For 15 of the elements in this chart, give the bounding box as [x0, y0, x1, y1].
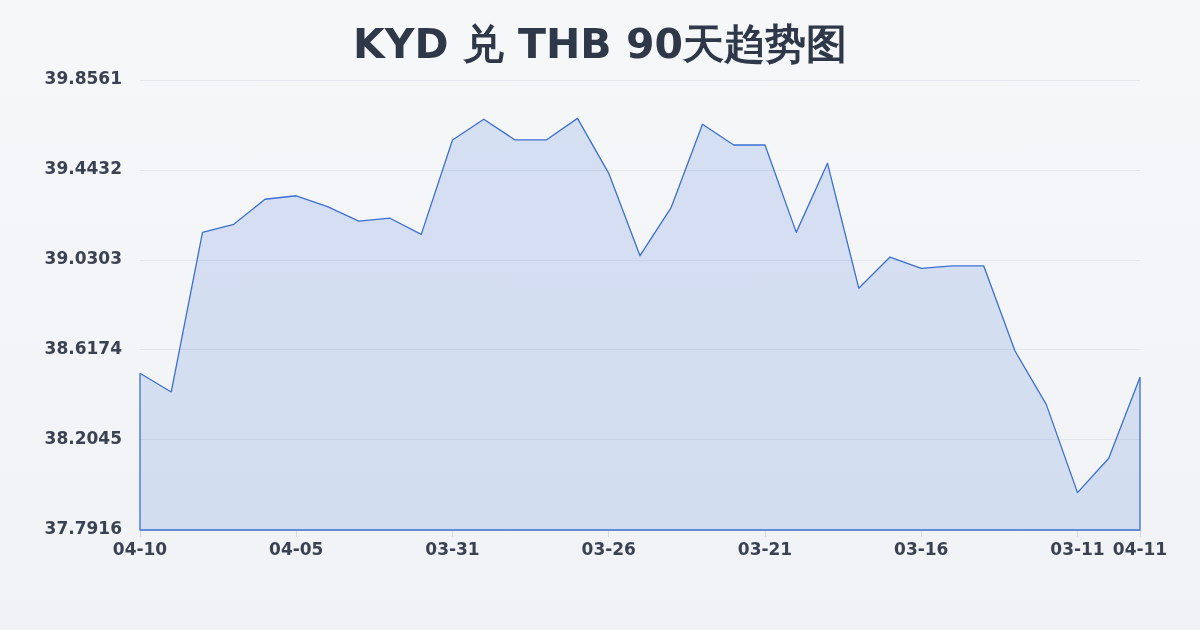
y-tick-label: 37.7916: [44, 518, 122, 539]
x-tick-label: 03-11: [1050, 538, 1105, 559]
y-tick-label: 38.6174: [44, 338, 123, 359]
x-tick-label: 03-26: [581, 538, 636, 559]
y-tick-label: 39.0303: [44, 248, 122, 269]
x-tick-label: 04-10: [112, 538, 168, 559]
y-tick-label: 38.2045: [44, 428, 122, 449]
x-tick-label: 03-31: [425, 538, 480, 559]
y-tick-label: 39.4432: [44, 158, 122, 179]
y-tick-label: 39.8561: [44, 68, 122, 89]
x-tick-label: 03-21: [737, 538, 793, 559]
chart-title: KYD 兑 THB 90天趋势图: [353, 19, 847, 70]
x-tick-label: 03-16: [894, 538, 949, 559]
x-tick-label: 04-05: [269, 538, 324, 559]
x-tick-label: 04-11: [1112, 538, 1168, 559]
